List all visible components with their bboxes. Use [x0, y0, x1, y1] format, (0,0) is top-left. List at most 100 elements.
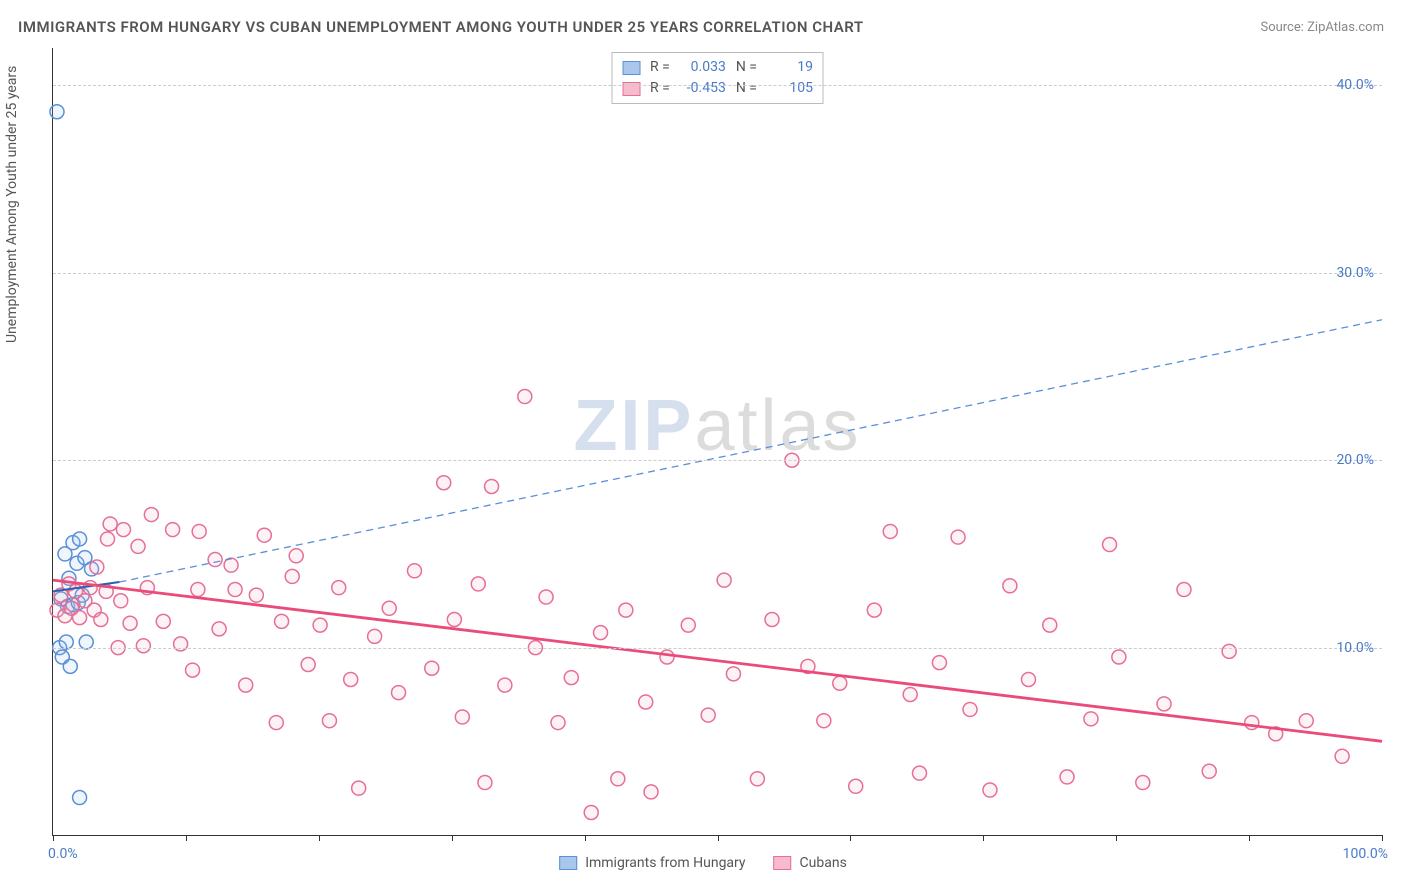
x-tick: [53, 835, 54, 841]
gridline: [53, 273, 1382, 274]
scatter-point: [289, 549, 303, 563]
x-tick: [983, 835, 984, 841]
scatter-point: [951, 530, 965, 544]
scatter-point: [765, 613, 779, 627]
scatter-point: [564, 671, 578, 685]
scatter-svg: [53, 48, 1382, 835]
x-tick: [319, 835, 320, 841]
scatter-point: [849, 779, 863, 793]
scatter-point: [498, 678, 512, 692]
scatter-point: [983, 783, 997, 797]
scatter-point: [90, 560, 104, 574]
scatter-point: [932, 656, 946, 670]
scatter-point: [1043, 618, 1057, 632]
scatter-point: [208, 553, 222, 567]
scatter-point: [717, 573, 731, 587]
scatter-point: [249, 588, 263, 602]
scatter-point: [368, 629, 382, 643]
scatter-point: [478, 776, 492, 790]
scatter-point: [817, 714, 831, 728]
x-tick: [718, 835, 719, 841]
source-attribution: Source: ZipAtlas.com: [1260, 20, 1384, 35]
scatter-point: [407, 564, 421, 578]
scatter-point: [551, 716, 565, 730]
scatter-point: [619, 603, 633, 617]
scatter-point: [285, 569, 299, 583]
scatter-point: [50, 105, 64, 119]
scatter-point: [73, 791, 87, 805]
scatter-point: [174, 637, 188, 651]
scatter-point: [144, 508, 158, 522]
x-tick: [850, 835, 851, 841]
y-tick-label: 30.0%: [1336, 265, 1374, 281]
scatter-point: [539, 590, 553, 604]
x-tick: [452, 835, 453, 841]
scatter-point: [156, 614, 170, 628]
scatter-point: [352, 781, 366, 795]
x-tick: [186, 835, 187, 841]
scatter-point: [726, 667, 740, 681]
y-tick-label: 40.0%: [1336, 77, 1374, 93]
legend-swatch-icon: [559, 856, 577, 870]
scatter-point: [192, 524, 206, 538]
scatter-point: [301, 657, 315, 671]
scatter-point: [382, 601, 396, 615]
chart-container: IMMIGRANTS FROM HUNGARY VS CUBAN UNEMPLO…: [0, 0, 1406, 892]
scatter-point: [437, 476, 451, 490]
trend-line-extrapolated: [119, 320, 1382, 582]
scatter-point: [114, 594, 128, 608]
scatter-point: [131, 539, 145, 553]
scatter-point: [701, 708, 715, 722]
scatter-point: [660, 650, 674, 664]
scatter-point: [1222, 644, 1236, 658]
scatter-point: [191, 583, 205, 597]
scatter-point: [1003, 579, 1017, 593]
gridline: [53, 460, 1382, 461]
scatter-point: [883, 524, 897, 538]
scatter-point: [275, 614, 289, 628]
scatter-point: [73, 532, 87, 546]
scatter-point: [425, 661, 439, 675]
scatter-point: [73, 611, 87, 625]
legend-item-label: Immigrants from Hungary: [585, 855, 745, 871]
scatter-point: [269, 716, 283, 730]
scatter-point: [392, 686, 406, 700]
scatter-point: [1157, 697, 1171, 711]
scatter-point: [94, 613, 108, 627]
scatter-point: [750, 772, 764, 786]
scatter-point: [1060, 770, 1074, 784]
scatter-point: [322, 714, 336, 728]
scatter-point: [1136, 776, 1150, 790]
x-tick: [1116, 835, 1117, 841]
scatter-point: [186, 663, 200, 677]
legend-item: Cubans: [774, 855, 847, 871]
scatter-point: [447, 613, 461, 627]
scatter-point: [332, 581, 346, 595]
legend-item: Immigrants from Hungary: [559, 855, 745, 871]
scatter-point: [963, 702, 977, 716]
scatter-point: [639, 695, 653, 709]
trend-line: [53, 580, 1382, 741]
scatter-point: [1202, 764, 1216, 778]
scatter-point: [1021, 672, 1035, 686]
series-legend: Immigrants from Hungary Cubans: [559, 855, 847, 871]
scatter-point: [212, 622, 226, 636]
scatter-point: [166, 523, 180, 537]
scatter-point: [136, 639, 150, 653]
scatter-point: [1084, 712, 1098, 726]
y-tick-label: 10.0%: [1336, 640, 1374, 656]
scatter-point: [833, 676, 847, 690]
scatter-point: [344, 672, 358, 686]
x-tick: [1249, 835, 1250, 841]
scatter-point: [63, 659, 77, 673]
plot-area: R = 0.033 N = 19 R = -0.453 N = 105 ZIPa…: [52, 48, 1382, 836]
x-tick-label: 0.0%: [48, 846, 78, 862]
scatter-point: [103, 517, 117, 531]
scatter-point: [228, 583, 242, 597]
scatter-point: [611, 772, 625, 786]
x-tick: [585, 835, 586, 841]
scatter-point: [116, 523, 130, 537]
scatter-point: [594, 626, 608, 640]
scatter-point: [644, 785, 658, 799]
gridline: [53, 648, 1382, 649]
